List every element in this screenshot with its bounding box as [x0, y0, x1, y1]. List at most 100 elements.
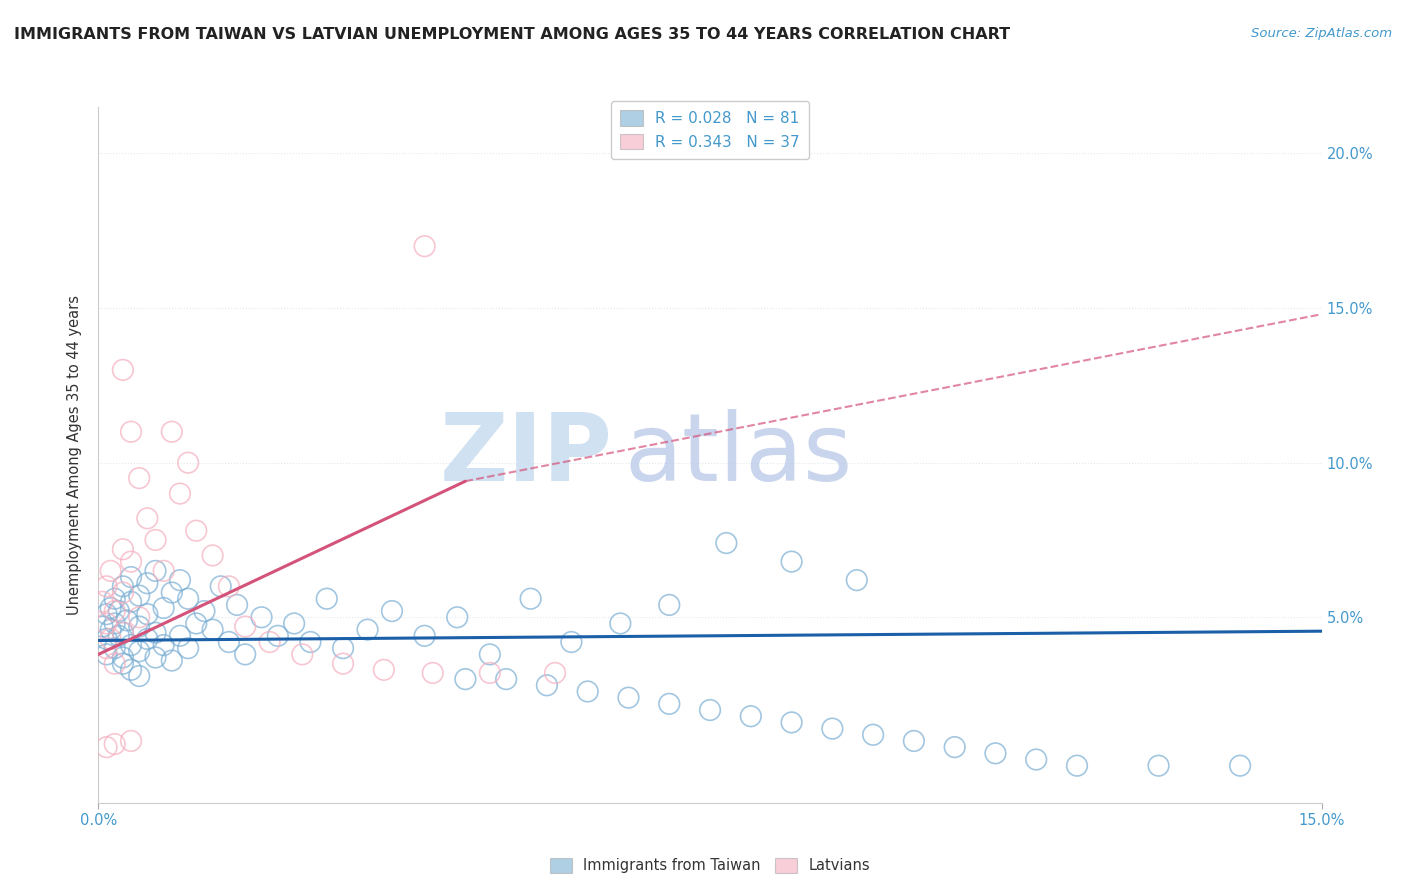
- Point: [233, 648, 256, 662]
- Point: [422, 665, 444, 680]
- Point: [381, 604, 404, 618]
- Point: [128, 644, 150, 658]
- Point: [128, 619, 150, 633]
- Point: [740, 709, 762, 723]
- Point: [1025, 752, 1047, 766]
- Point: [120, 555, 142, 569]
- Text: IMMIGRANTS FROM TAIWAN VS LATVIAN UNEMPLOYMENT AMONG AGES 35 TO 44 YEARS CORRELA: IMMIGRANTS FROM TAIWAN VS LATVIAN UNEMPL…: [14, 27, 1010, 42]
- Point: [186, 616, 208, 631]
- Point: [1229, 758, 1251, 772]
- Point: [100, 564, 122, 578]
- Point: [478, 648, 501, 662]
- Point: [152, 564, 174, 578]
- Point: [120, 425, 142, 439]
- Legend: Immigrants from Taiwan, Latvians: Immigrants from Taiwan, Latvians: [544, 852, 876, 879]
- Point: [111, 585, 134, 599]
- Point: [120, 570, 142, 584]
- Point: [104, 591, 127, 606]
- Point: [111, 650, 134, 665]
- Point: [145, 650, 167, 665]
- Point: [136, 511, 159, 525]
- Point: [145, 564, 167, 578]
- Point: [576, 684, 599, 698]
- Point: [560, 635, 582, 649]
- Point: [96, 616, 118, 631]
- Point: [250, 610, 273, 624]
- Point: [145, 625, 167, 640]
- Point: [332, 641, 354, 656]
- Point: [111, 579, 134, 593]
- Point: [120, 734, 142, 748]
- Point: [226, 598, 249, 612]
- Point: [160, 425, 183, 439]
- Point: [617, 690, 640, 705]
- Point: [209, 579, 232, 593]
- Point: [104, 604, 127, 618]
- Point: [115, 613, 138, 627]
- Point: [478, 665, 501, 680]
- Point: [1147, 758, 1170, 772]
- Point: [903, 734, 925, 748]
- Point: [862, 728, 884, 742]
- Point: [128, 589, 150, 603]
- Point: [413, 629, 436, 643]
- Point: [91, 595, 114, 609]
- Point: [120, 595, 142, 609]
- Point: [96, 641, 118, 656]
- Point: [780, 715, 803, 730]
- Point: [1066, 758, 1088, 772]
- Point: [111, 363, 134, 377]
- Point: [96, 648, 118, 662]
- Point: [519, 591, 541, 606]
- Point: [984, 747, 1007, 761]
- Point: [233, 619, 256, 633]
- Point: [111, 625, 134, 640]
- Point: [821, 722, 844, 736]
- Point: [120, 663, 142, 677]
- Point: [356, 623, 378, 637]
- Point: [218, 579, 240, 593]
- Point: [91, 619, 114, 633]
- Point: [658, 598, 681, 612]
- Point: [152, 638, 174, 652]
- Point: [943, 740, 966, 755]
- Point: [413, 239, 436, 253]
- Point: [104, 641, 127, 656]
- Point: [152, 601, 174, 615]
- Point: [716, 536, 738, 550]
- Point: [136, 607, 159, 622]
- Point: [267, 629, 290, 643]
- Point: [136, 632, 159, 646]
- Point: [201, 549, 224, 563]
- Point: [100, 632, 122, 646]
- Point: [177, 641, 200, 656]
- Point: [108, 604, 131, 618]
- Point: [201, 623, 224, 637]
- Point: [332, 657, 354, 671]
- Point: [373, 663, 395, 677]
- Point: [104, 657, 127, 671]
- Point: [177, 456, 200, 470]
- Point: [283, 616, 305, 631]
- Point: [609, 616, 631, 631]
- Point: [160, 654, 183, 668]
- Point: [299, 635, 322, 649]
- Point: [699, 703, 721, 717]
- Point: [104, 616, 127, 631]
- Point: [145, 533, 167, 547]
- Point: [100, 601, 122, 615]
- Point: [120, 638, 142, 652]
- Y-axis label: Unemployment Among Ages 35 to 44 years: Unemployment Among Ages 35 to 44 years: [67, 295, 83, 615]
- Text: Source: ZipAtlas.com: Source: ZipAtlas.com: [1251, 27, 1392, 40]
- Point: [780, 555, 803, 569]
- Point: [169, 573, 191, 587]
- Point: [454, 672, 477, 686]
- Point: [111, 625, 134, 640]
- Point: [259, 635, 281, 649]
- Point: [160, 585, 183, 599]
- Point: [315, 591, 337, 606]
- Point: [128, 471, 150, 485]
- Point: [96, 740, 118, 755]
- Point: [169, 486, 191, 500]
- Point: [218, 635, 240, 649]
